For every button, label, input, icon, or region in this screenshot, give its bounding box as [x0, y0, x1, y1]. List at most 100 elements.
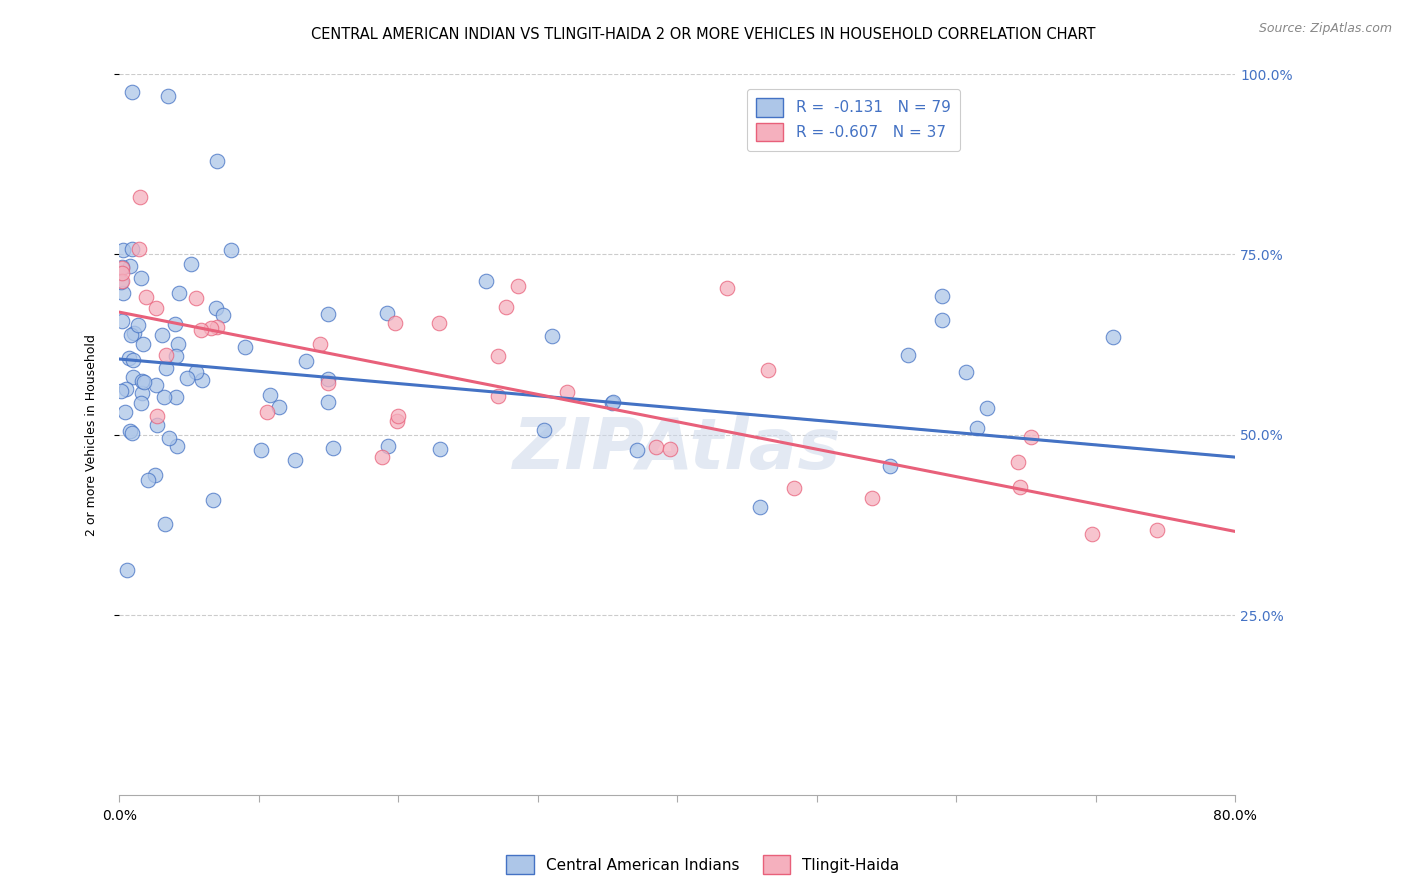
Point	[166, 336, 188, 351]
Point	[110, 275, 132, 289]
Point	[180, 257, 202, 271]
Point	[121, 86, 143, 100]
Point	[186, 365, 208, 379]
Point	[427, 316, 450, 330]
Legend: R =  -0.131   N = 79, R = -0.607   N = 37: R = -0.131 N = 79, R = -0.607 N = 37	[747, 89, 960, 151]
Point	[318, 395, 340, 409]
Point	[165, 317, 187, 331]
Point	[112, 244, 135, 258]
Point	[212, 308, 235, 322]
Point	[135, 290, 157, 304]
Point	[129, 189, 152, 203]
Text: ZIPAtlas: ZIPAtlas	[513, 415, 841, 483]
Y-axis label: 2 or more Vehicles in Household: 2 or more Vehicles in Household	[86, 334, 98, 536]
Point	[121, 426, 143, 441]
Point	[155, 516, 177, 531]
Point	[114, 382, 136, 396]
Point	[377, 439, 399, 453]
Point	[167, 285, 190, 300]
Point	[294, 354, 316, 368]
Point	[128, 242, 150, 256]
Point	[645, 440, 668, 454]
Point	[127, 318, 149, 332]
Point	[1146, 523, 1168, 537]
Legend: Central American Indians, Tlingit-Haida: Central American Indians, Tlingit-Haida	[501, 849, 905, 880]
Point	[120, 328, 142, 343]
Point	[309, 337, 332, 351]
Point	[201, 493, 224, 508]
Point	[475, 274, 498, 288]
Point	[1010, 480, 1032, 494]
Point	[117, 563, 139, 577]
Point	[166, 439, 188, 453]
Point	[384, 316, 406, 330]
Point	[966, 421, 988, 435]
Point	[219, 243, 242, 257]
Point	[157, 431, 180, 445]
Point	[131, 337, 153, 351]
Point	[600, 396, 623, 410]
Point	[626, 443, 648, 458]
Point	[259, 388, 281, 402]
Point	[155, 360, 177, 375]
Point	[136, 473, 159, 487]
Point	[284, 452, 307, 467]
Point	[318, 376, 340, 390]
Point	[110, 384, 132, 398]
Point	[111, 266, 134, 280]
Point	[143, 467, 166, 482]
Point	[897, 348, 920, 362]
Point	[111, 286, 134, 301]
Point	[385, 414, 408, 428]
Point	[165, 349, 187, 363]
Point	[184, 291, 207, 305]
Point	[322, 441, 344, 455]
Point	[375, 306, 398, 320]
Point	[387, 409, 409, 424]
Point	[146, 409, 169, 423]
Point	[540, 329, 562, 343]
Point	[118, 424, 141, 438]
Point	[495, 301, 517, 315]
Point	[111, 260, 134, 275]
Point	[486, 389, 509, 403]
Point	[122, 326, 145, 341]
Point	[783, 482, 806, 496]
Point	[429, 442, 451, 456]
Point	[155, 348, 177, 362]
Point	[318, 307, 340, 321]
Point	[131, 385, 153, 400]
Point	[191, 373, 214, 387]
Point	[249, 443, 271, 458]
Point	[269, 401, 291, 415]
Point	[156, 88, 179, 103]
Point	[132, 375, 155, 389]
Point	[145, 378, 167, 392]
Point	[659, 442, 682, 456]
Point	[150, 328, 173, 343]
Text: 80.0%: 80.0%	[1213, 809, 1257, 823]
Point	[118, 260, 141, 274]
Point	[879, 458, 901, 473]
Point	[976, 401, 998, 416]
Point	[176, 371, 198, 385]
Point	[205, 319, 228, 334]
Point	[318, 372, 340, 386]
Point	[165, 390, 187, 404]
Point	[153, 390, 176, 404]
Point	[756, 363, 779, 377]
Point	[955, 365, 977, 379]
Point	[370, 450, 392, 464]
Text: 0.0%: 0.0%	[101, 809, 136, 823]
Point	[235, 340, 257, 354]
Point	[117, 351, 139, 366]
Point	[129, 271, 152, 285]
Point	[486, 349, 509, 363]
Point	[506, 279, 529, 293]
Point	[1019, 430, 1042, 444]
Point	[256, 405, 278, 419]
Point	[121, 242, 143, 256]
Point	[122, 370, 145, 384]
Point	[121, 352, 143, 367]
Point	[111, 314, 134, 328]
